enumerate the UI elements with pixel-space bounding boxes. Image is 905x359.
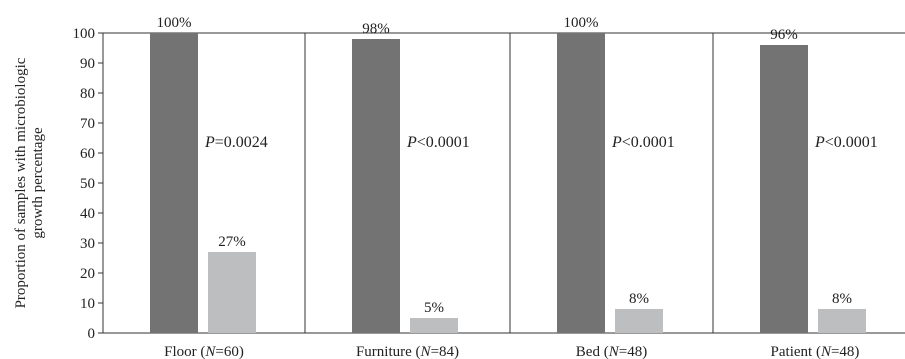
category-label: Floor (N=60) [164,344,244,359]
y-tick-label: 80 [80,86,95,102]
category-labels: Floor (N=60) Furniture (N=84) Bed (N=48) Pa… [164,344,859,359]
category-name: Bed ( [576,344,609,359]
bar-value-label: 96% [770,27,798,43]
bar-value-label: 98% [362,21,390,37]
category-label: Furniture (N=84) [356,344,459,359]
y-axis-title-text: Proportion of samples with microbiologic… [13,57,46,308]
bar-value-label: 27% [218,234,246,250]
bar-value-label: 100% [564,15,599,31]
category-n-symbol: N [420,344,432,359]
p-value-label: P<0.0001 [611,134,675,151]
chart-frame [102,32,905,334]
p-value-number: =0.0024 [215,134,268,151]
bar-value-label: 5% [424,300,444,316]
p-value-symbol: P [406,134,417,151]
p-value-symbol: P [204,134,215,151]
category-n-symbol: N [820,344,832,359]
p-value-symbol: P [814,134,825,151]
bar-light [818,309,866,333]
y-tick-label: 100 [73,26,96,42]
bar-light [410,318,458,333]
bar-value-label: 8% [832,291,852,307]
y-tick-label: 70 [80,116,95,132]
p-value-number: <0.0001 [825,134,878,151]
y-axis-title: Proportion of samples with microbiologic… [13,57,46,308]
p-value-number: <0.0001 [417,134,470,151]
category-n-value: =48) [831,344,859,359]
bar-light [208,252,256,333]
bar-value-label: 8% [629,291,649,307]
bar-value-label: 100% [157,15,192,31]
y-tick-label: 30 [80,236,95,252]
category-n-symbol: N [608,344,620,359]
y-tick-label: 50 [80,176,95,192]
y-axis-title-line: Proportion of samples with microbiologic [13,57,29,308]
p-value-label: P=0.0024 [204,134,268,151]
bar-dark [150,33,198,333]
value-labels: 100% 98% 100% 96% 27% 5% 8% 8% [157,15,853,316]
category-label: Bed (N=48) [576,344,647,359]
p-value-label: P<0.0001 [406,134,470,151]
y-axis-ticks: 0 10 20 30 40 50 60 70 80 90 100 [73,26,103,342]
bar-dark [760,45,808,333]
category-label: Patient (N=48) [771,344,860,359]
y-axis-title-line: growth percentage [30,127,46,239]
p-value-symbol: P [611,134,622,151]
category-n-symbol: N [204,344,216,359]
category-name: Patient ( [771,344,821,359]
y-tick-label: 0 [88,326,96,342]
bar-light [615,309,663,333]
bar-dark [557,33,605,333]
bar-dark [352,39,400,333]
p-value-number: <0.0001 [622,134,675,151]
category-n-value: =48) [619,344,647,359]
category-name: Furniture ( [356,344,421,359]
y-tick-label: 60 [80,146,95,162]
y-tick-label: 20 [80,266,95,282]
bars [150,33,866,333]
p-value-labels: P=0.0024 P<0.0001 P<0.0001 P<0.0001 [204,134,878,151]
p-value-label: P<0.0001 [814,134,878,151]
y-tick-label: 10 [80,296,95,312]
y-tick-label: 40 [80,206,95,222]
y-tick-label: 90 [80,56,95,72]
category-n-value: =60) [215,344,243,359]
category-n-value: =84) [431,344,459,359]
category-name: Floor ( [164,344,205,359]
